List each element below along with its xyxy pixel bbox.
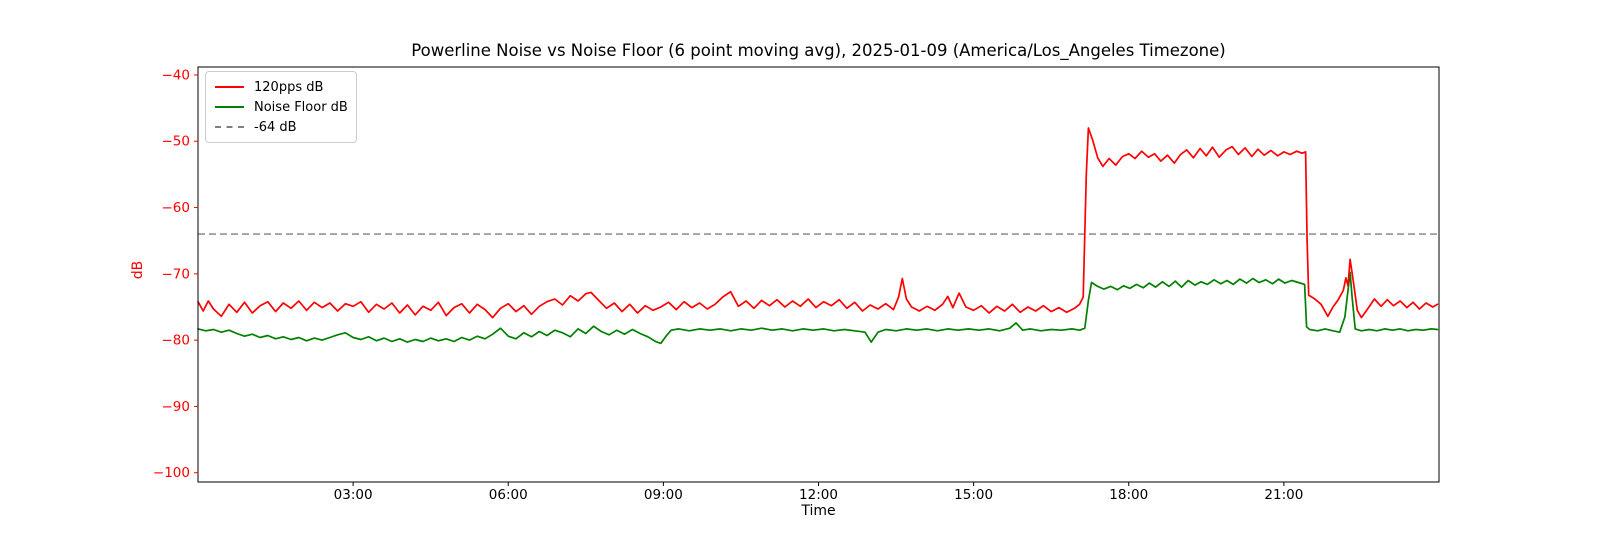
chart-title: Powerline Noise vs Noise Floor (6 point … (411, 41, 1226, 60)
y-tick-label: −80 (162, 333, 191, 349)
y-tick-label: −40 (162, 67, 191, 83)
x-tick-label: 03:00 (334, 487, 373, 503)
legend-item-label: Noise Floor dB (254, 99, 348, 115)
legend-item: -64 dB (215, 117, 347, 137)
axes-frame (197, 66, 1440, 483)
y-tick-label: −60 (162, 200, 191, 216)
x-tick-label: 09:00 (644, 487, 683, 503)
legend-dashed-line-swatch (215, 126, 244, 128)
series-line-120pps-db (197, 127, 1439, 319)
x-tick-label: 15:00 (954, 487, 993, 503)
x-tick-label: 06:00 (489, 487, 528, 503)
legend-item-label: 120pps dB (254, 79, 324, 95)
y-tick-label: −100 (153, 465, 190, 481)
y-tick-label: −90 (162, 399, 191, 415)
x-tick-label: 18:00 (1109, 487, 1148, 503)
series-line-noise-floor-db (197, 271, 1439, 345)
legend-line-swatch (215, 106, 244, 108)
y-axis-label: dB (130, 260, 146, 280)
x-axis-label: Time (801, 503, 836, 519)
legend-line-swatch (215, 86, 244, 88)
x-tick-label: 21:00 (1264, 487, 1303, 503)
y-tick-label: −50 (162, 134, 191, 150)
legend-item: Noise Floor dB (215, 97, 348, 117)
legend: 120pps dB Noise Floor dB -64 dB (205, 71, 357, 143)
x-tick-label: 12:00 (799, 487, 838, 503)
legend-item: 120pps dB (215, 77, 347, 97)
y-tick-label: −70 (162, 266, 191, 282)
legend-item-label: -64 dB (254, 119, 297, 135)
